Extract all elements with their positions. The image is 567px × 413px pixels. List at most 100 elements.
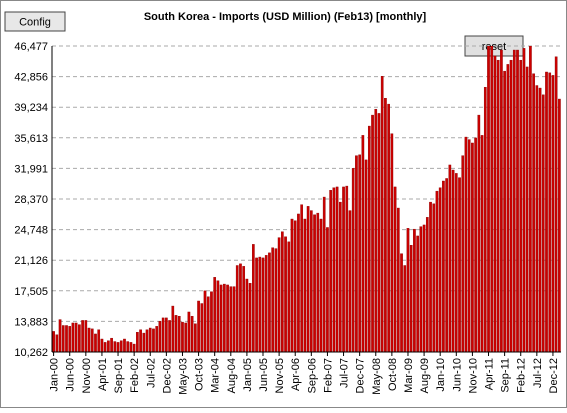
chart-title: South Korea - Imports (USD Million) (Feb… <box>144 11 427 23</box>
bar <box>448 164 452 352</box>
y-tick-label: 24,748 <box>14 225 48 237</box>
bar <box>245 278 249 352</box>
bar <box>190 315 194 352</box>
y-tick-label: 10,262 <box>14 347 48 359</box>
bar <box>367 125 371 352</box>
bar <box>123 338 126 352</box>
bar <box>332 187 336 352</box>
bar <box>132 343 136 352</box>
bar <box>252 244 255 352</box>
bar <box>358 154 361 352</box>
bar <box>387 103 390 352</box>
bar <box>293 220 297 352</box>
x-tick-label: Apr-06 <box>290 358 302 391</box>
bar <box>329 190 332 352</box>
x-tick-label: Jan-05 <box>242 358 254 392</box>
bar <box>239 263 242 352</box>
bar <box>316 212 320 352</box>
bar <box>451 169 455 352</box>
x-tick-label: May-03 <box>177 358 189 395</box>
bar <box>422 224 426 352</box>
bar <box>129 342 133 352</box>
bar <box>467 139 471 352</box>
bar <box>429 201 432 352</box>
bar <box>255 257 258 352</box>
bar <box>139 329 142 352</box>
bar <box>194 323 197 352</box>
bar <box>174 315 178 352</box>
bar <box>113 341 117 352</box>
bar <box>464 136 468 352</box>
bar <box>326 227 329 352</box>
bar <box>277 237 281 352</box>
bar <box>281 231 284 352</box>
bar <box>55 334 59 352</box>
bar <box>165 317 168 352</box>
bar <box>506 64 510 352</box>
bar <box>487 46 490 352</box>
x-tick-label: Apr-11 <box>484 358 496 390</box>
bar <box>551 75 555 352</box>
bar <box>348 210 352 352</box>
bar <box>271 247 275 352</box>
bar <box>216 280 220 352</box>
bar <box>380 76 384 352</box>
bar <box>229 286 233 352</box>
bar <box>519 59 523 352</box>
bar <box>87 327 91 352</box>
bar <box>161 317 165 352</box>
bar <box>110 337 113 352</box>
bar <box>471 142 474 352</box>
bar <box>361 135 365 352</box>
bar <box>68 326 72 352</box>
bar <box>393 186 397 352</box>
x-tick-label: Feb-07 <box>322 358 334 393</box>
bar <box>458 177 461 352</box>
y-tick-label: 17,505 <box>14 286 48 298</box>
bar <box>226 284 229 352</box>
bar <box>490 46 494 352</box>
bar <box>322 196 326 352</box>
bar <box>512 49 516 352</box>
bar <box>65 325 68 352</box>
bar <box>61 325 65 352</box>
bar <box>248 283 252 352</box>
bar <box>496 59 500 352</box>
bar <box>335 186 339 352</box>
bar <box>500 49 503 352</box>
x-tick-label: Sep-06 <box>306 358 318 393</box>
x-tick-label: Apr-01 <box>97 358 109 391</box>
bar <box>390 133 394 352</box>
bar <box>413 228 416 352</box>
bar <box>435 190 439 352</box>
bar <box>203 290 207 352</box>
x-tick-label: Sep-11 <box>500 358 512 393</box>
bar <box>313 214 316 352</box>
bar <box>374 108 378 352</box>
bar <box>232 286 236 352</box>
bar <box>419 226 423 352</box>
x-tick-label: Jun-10 <box>451 358 463 392</box>
bar <box>261 257 265 352</box>
bar <box>81 320 84 352</box>
x-tick-label: Jun-05 <box>258 358 270 392</box>
bar <box>116 342 120 352</box>
bar <box>181 321 184 352</box>
bar <box>338 201 342 352</box>
x-tick-label: Jul-02 <box>145 358 157 388</box>
config-button[interactable]: Config <box>4 11 66 32</box>
bar <box>136 332 139 352</box>
bar <box>103 342 107 352</box>
bar <box>145 329 149 352</box>
x-tick-label: Dec-12 <box>548 358 560 393</box>
config-button-label[interactable]: Config <box>19 17 51 29</box>
x-tick-label: Jan-10 <box>435 358 447 392</box>
x-tick-label: Mar-09 <box>403 358 415 393</box>
bar <box>184 322 188 352</box>
x-tick-label: Mar-04 <box>210 358 222 393</box>
bar <box>197 300 200 352</box>
bar <box>377 113 381 352</box>
bar <box>242 266 246 352</box>
config-button-box[interactable] <box>4 11 66 32</box>
bar <box>535 85 539 352</box>
